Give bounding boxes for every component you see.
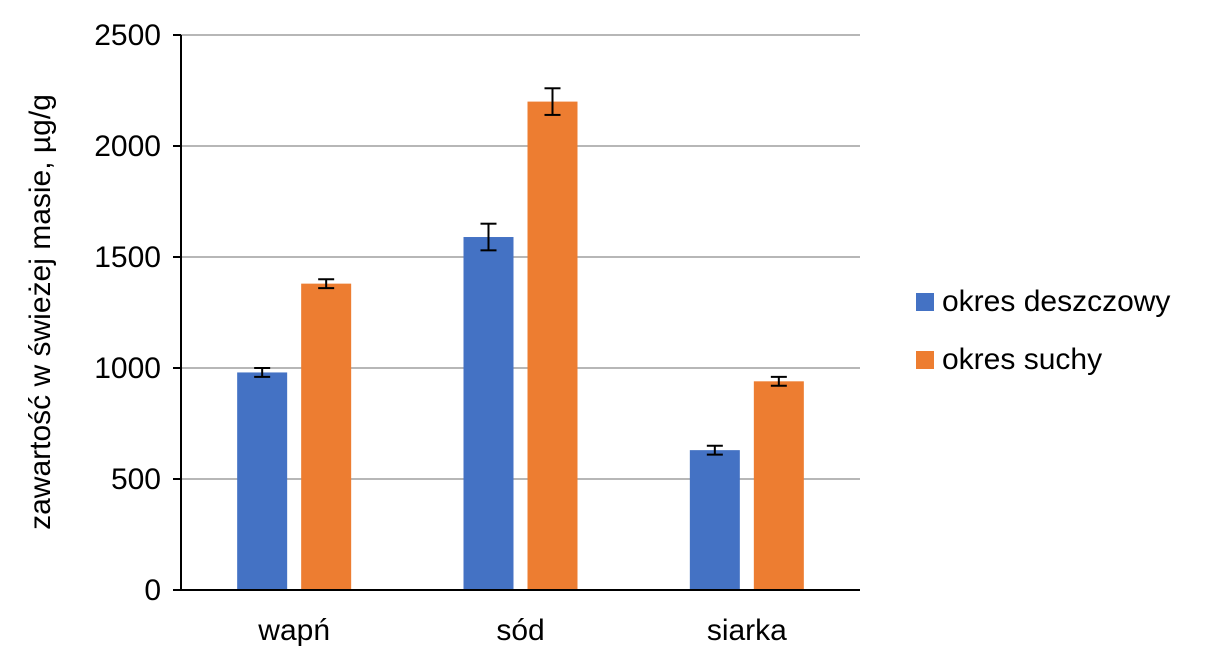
bar-deszczowy bbox=[237, 372, 288, 590]
error-bars bbox=[254, 87, 787, 456]
bar-deszczowy bbox=[463, 237, 514, 590]
y-tick-label: 2500 bbox=[94, 19, 161, 52]
bar-suchy bbox=[527, 101, 578, 590]
y-axis-ticks: 0 500 1000 1500 2000 2500 bbox=[94, 19, 181, 607]
x-tick-label: wapń bbox=[257, 614, 330, 647]
bars bbox=[237, 101, 804, 590]
y-tick-label: 500 bbox=[111, 463, 161, 496]
bar-deszczowy bbox=[689, 450, 740, 590]
y-axis-title: zawartość w świeżej masie, µg/g bbox=[24, 94, 57, 530]
bar-suchy bbox=[753, 381, 804, 590]
legend-label: okres deszczowy bbox=[942, 285, 1170, 318]
y-tick-label: 1000 bbox=[94, 352, 161, 385]
legend: okres deszczowy okres suchy bbox=[916, 285, 1170, 376]
bar-suchy bbox=[301, 283, 352, 590]
legend-swatch bbox=[916, 351, 934, 369]
y-tick-label: 1500 bbox=[94, 241, 161, 274]
legend-swatch bbox=[916, 293, 934, 311]
gridlines bbox=[181, 34, 860, 480]
x-tick-label: sód bbox=[496, 614, 544, 647]
legend-label: okres suchy bbox=[942, 343, 1102, 376]
y-tick-label: 2000 bbox=[94, 130, 161, 163]
x-axis-ticks: wapń sód siarka bbox=[257, 614, 787, 647]
y-tick-label: 0 bbox=[144, 574, 161, 607]
x-tick-label: siarka bbox=[707, 614, 787, 647]
